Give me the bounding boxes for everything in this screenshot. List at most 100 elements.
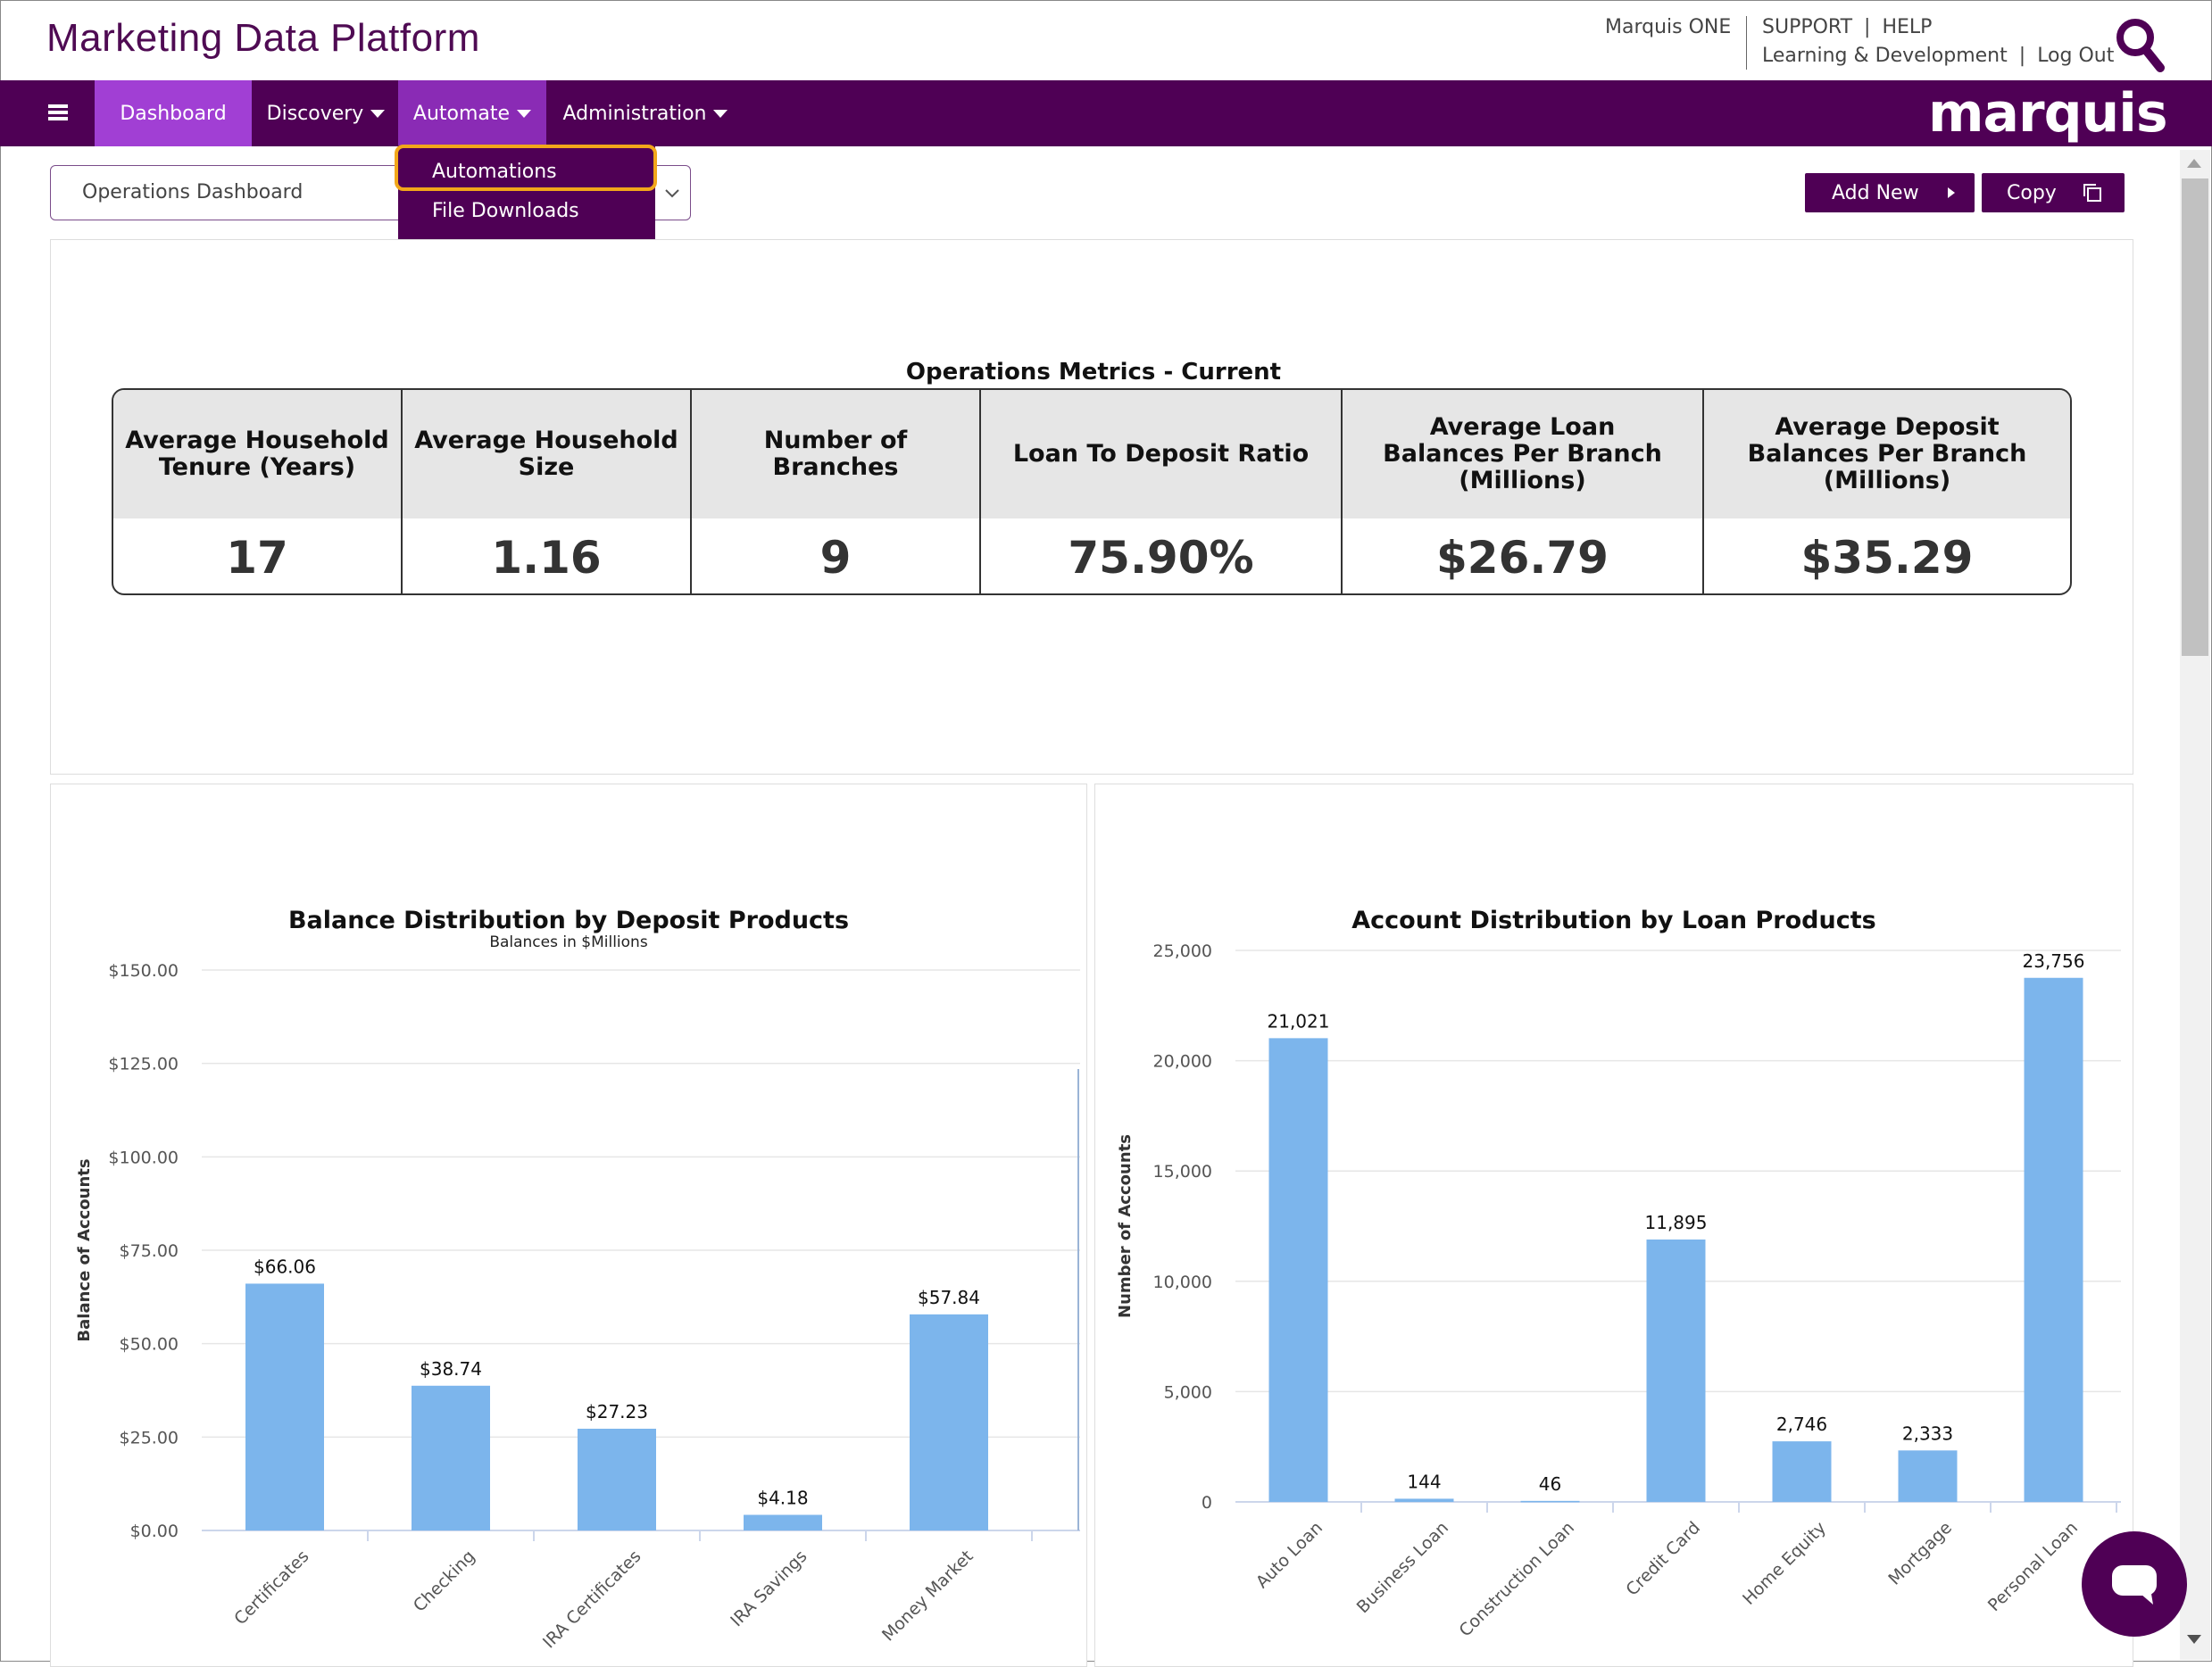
y-tick-label: $75.00: [120, 1241, 179, 1261]
help-link[interactable]: HELP: [1882, 16, 1933, 38]
data-label: $27.23: [586, 1401, 648, 1422]
bar: [1520, 1500, 1580, 1503]
link-separator: |: [2018, 45, 2026, 67]
support-link[interactable]: SUPPORT: [1762, 16, 1853, 38]
bar: [1646, 1239, 1706, 1502]
x-tick-label: Money Market: [878, 1547, 977, 1646]
chevron-down-icon: [665, 189, 679, 198]
marquis-one-link[interactable]: Marquis ONE: [1605, 16, 1732, 38]
bar: [744, 1514, 822, 1530]
menu-item-automations[interactable]: Automations: [432, 161, 557, 183]
caret-down-icon: [517, 109, 532, 118]
metric-value: $35.29: [1800, 532, 1974, 584]
scroll-up-arrow-icon[interactable]: [2187, 159, 2201, 168]
hamburger-menu-icon[interactable]: [48, 104, 68, 120]
dashboard-select-value: Operations Dashboard: [82, 181, 304, 203]
metrics-title: Operations Metrics - Current: [905, 359, 1282, 386]
scrollbar-thumb[interactable]: [2182, 178, 2208, 656]
x-tick-label: Auto Loan: [1252, 1518, 1326, 1592]
marquis-logo: marquis: [1928, 82, 2168, 145]
data-label: 21,021: [1268, 1010, 1330, 1032]
copy-icon: [2083, 184, 2101, 202]
nav-automate[interactable]: Automate: [398, 80, 546, 146]
nav-dashboard[interactable]: Dashboard: [95, 80, 252, 146]
metric-header: Average Loan Balances Per Branch (Millio…: [1343, 390, 1702, 518]
nav-discovery[interactable]: Discovery: [259, 80, 393, 146]
x-tick-label: Personal Loan: [1984, 1518, 2082, 1615]
data-label: 46: [1539, 1473, 1561, 1495]
data-label: 23,756: [2023, 950, 2085, 972]
data-label: 2,746: [1776, 1414, 1827, 1435]
chat-bubble-icon: [2112, 1565, 2157, 1605]
x-tick-label: Business Loan: [1353, 1518, 1452, 1617]
y-tick-label: $50.00: [120, 1335, 179, 1355]
scroll-down-arrow-icon[interactable]: [2187, 1635, 2201, 1644]
chat-button[interactable]: [2082, 1531, 2187, 1637]
y-tick-label: 10,000: [1153, 1273, 1212, 1292]
metric-column: Average Household Tenure (Years) 17: [113, 390, 403, 593]
metric-value: 9: [819, 532, 852, 584]
loan-bar-chart: 0 5,000 10,000 15,000 20,000 25,000 Number of …: [1116, 941, 2121, 1641]
y-tick-label: 0: [1202, 1493, 1212, 1513]
metric-column: Number of Branches 9: [692, 390, 981, 593]
nav-automate-label: Automate: [412, 102, 511, 125]
search-icon[interactable]: [2114, 16, 2167, 75]
metric-header: Average Deposit Balances Per Branch (Mil…: [1704, 390, 2070, 518]
bar: [412, 1385, 490, 1530]
x-tick-label: Home Equity: [1739, 1518, 1830, 1609]
nav-discovery-label: Discovery: [266, 102, 364, 125]
metric-header: Average Household Tenure (Years): [113, 390, 401, 518]
chart-title: Account Distribution by Loan Products: [1351, 907, 1876, 934]
copy-label: Copy: [2007, 181, 2057, 204]
bar: [2024, 977, 2083, 1502]
logout-link[interactable]: Log Out: [2037, 45, 2115, 67]
y-axis-title: Number of Accounts: [1116, 1134, 1135, 1318]
learning-logout-links: Learning & Development | Log Out: [1762, 45, 2114, 67]
metric-header: Loan To Deposit Ratio: [981, 390, 1341, 518]
metric-header: Average Household Size: [403, 390, 690, 518]
bar: [578, 1428, 656, 1530]
y-tick-label: 25,000: [1153, 941, 1212, 961]
y-tick-label: 5,000: [1164, 1382, 1212, 1402]
data-label: 11,895: [1645, 1212, 1708, 1233]
nav-administration-label: Administration: [562, 102, 707, 125]
bar: [1268, 1038, 1328, 1502]
y-tick-label: 15,000: [1153, 1162, 1212, 1182]
copy-button[interactable]: Copy: [1982, 173, 2125, 212]
data-label: $4.18: [757, 1487, 808, 1508]
x-tick-label: IRA Savings: [727, 1547, 811, 1630]
y-tick-label: 20,000: [1153, 1052, 1212, 1072]
x-tick-label: Checking: [410, 1547, 479, 1616]
bar: [245, 1283, 324, 1530]
chart-subtitle: Balances in $Millions: [489, 933, 648, 951]
learning-link[interactable]: Learning & Development: [1762, 45, 2008, 67]
link-separator: |: [1864, 16, 1871, 38]
x-tick-label: Mortgage: [1884, 1518, 1956, 1589]
app-title: Marketing Data Platform: [46, 16, 480, 60]
nav-administration[interactable]: Administration: [552, 80, 739, 146]
caret-down-icon: [370, 109, 386, 118]
dashboard-select[interactable]: [50, 165, 691, 220]
metric-value: 17: [226, 532, 288, 584]
data-label: $57.84: [918, 1287, 980, 1308]
bar: [910, 1314, 988, 1530]
nav-dashboard-label: Dashboard: [120, 102, 227, 125]
metric-column: Average Loan Balances Per Branch (Millio…: [1343, 390, 1704, 593]
add-new-button[interactable]: Add New: [1805, 173, 1975, 212]
y-tick-label: $0.00: [130, 1522, 179, 1541]
y-tick-label: $25.00: [120, 1428, 179, 1447]
data-label: $66.06: [254, 1256, 316, 1277]
metric-header: Number of Branches: [692, 390, 979, 518]
metric-column: Average Deposit Balances Per Branch (Mil…: [1704, 390, 2070, 593]
automations-highlight[interactable]: [395, 145, 657, 191]
main-navbar: [0, 80, 2212, 146]
metrics-table: Average Household Tenure (Years) 17 Aver…: [112, 388, 2072, 595]
y-tick-label: $125.00: [108, 1055, 179, 1074]
y-axis-title: Balance of Accounts: [75, 1158, 94, 1341]
menu-item-file-downloads[interactable]: File Downloads: [432, 200, 579, 222]
bar: [1394, 1498, 1454, 1502]
metric-value: 1.16: [491, 532, 602, 584]
header-divider: [1746, 16, 1747, 70]
x-tick-label: IRA Certificates: [539, 1547, 645, 1653]
support-help-links: SUPPORT | HELP: [1762, 16, 1932, 38]
